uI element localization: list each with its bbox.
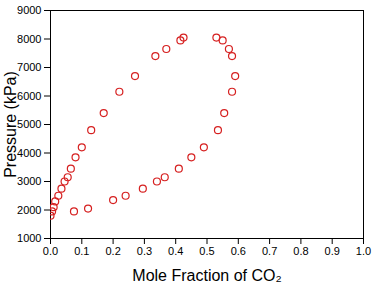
- svg-text:0.8: 0.8: [293, 245, 308, 257]
- svg-text:3000: 3000: [17, 175, 41, 187]
- svg-text:1.0: 1.0: [356, 245, 371, 257]
- svg-text:0.5: 0.5: [199, 245, 214, 257]
- svg-text:0.0: 0.0: [43, 245, 58, 257]
- svg-text:8000: 8000: [17, 33, 41, 45]
- svg-text:0.9: 0.9: [325, 245, 340, 257]
- svg-text:4000: 4000: [17, 147, 41, 159]
- svg-text:6000: 6000: [17, 90, 41, 102]
- svg-text:Pressure (kPa): Pressure (kPa): [2, 71, 19, 178]
- svg-text:7000: 7000: [17, 61, 41, 73]
- svg-text:0.7: 0.7: [262, 245, 277, 257]
- svg-text:5000: 5000: [17, 118, 41, 130]
- svg-text:0.1: 0.1: [74, 245, 89, 257]
- svg-text:9000: 9000: [17, 4, 41, 16]
- svg-text:0.3: 0.3: [137, 245, 152, 257]
- svg-text:0.2: 0.2: [105, 245, 120, 257]
- svg-text:Mole Fraction of CO₂: Mole Fraction of CO₂: [132, 267, 281, 284]
- svg-text:2000: 2000: [17, 204, 41, 216]
- svg-text:1000: 1000: [17, 232, 41, 244]
- svg-text:0.6: 0.6: [231, 245, 246, 257]
- svg-text:0.4: 0.4: [168, 245, 183, 257]
